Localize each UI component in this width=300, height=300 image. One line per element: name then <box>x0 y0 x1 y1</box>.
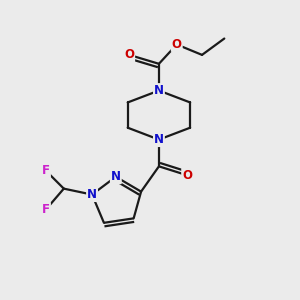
Text: O: O <box>172 38 182 51</box>
Text: O: O <box>124 48 134 62</box>
Text: F: F <box>42 164 50 177</box>
Text: O: O <box>182 169 192 182</box>
Text: N: N <box>111 170 121 183</box>
Text: N: N <box>154 133 164 146</box>
Text: N: N <box>154 84 164 97</box>
Text: N: N <box>87 188 97 201</box>
Text: F: F <box>42 203 50 216</box>
